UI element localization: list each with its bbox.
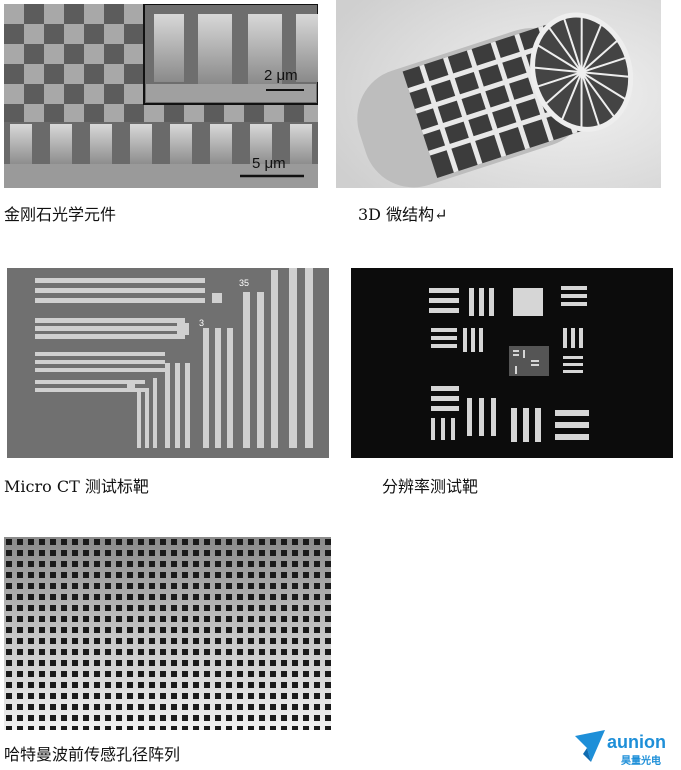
inset-scale-label: 2 μm [264,67,298,84]
caption-micro-ct-target: Micro CT 测试标靶 [4,477,149,496]
3d-microstructure-image [336,0,661,188]
logo-name: aunion [607,732,666,752]
target-mark-35: 35 [239,278,249,288]
logo-mark-icon [575,730,605,762]
target-mark-3: 3 [199,318,204,328]
logo-subtitle: 昊量光电 [621,754,661,767]
caption-3d-microstructure: 3D 微结构↵ [358,205,448,224]
aunion-logo: aunion 昊量光电 [573,728,679,768]
diamond-optics-image: 2 μm 5 μm [4,4,318,188]
main-scale-label: 5 μm [252,155,286,172]
caption-diamond-optics: 金刚石光学元件 [4,205,117,224]
micro-ct-target-image: 35 3 [7,268,329,458]
caption-hartmann-array: 哈特曼波前传感孔径阵列 [4,745,181,764]
resolution-target-image [351,268,673,458]
caption-resolution-target: 分辨率测试靶 [382,477,479,496]
hartmann-array-image [4,537,331,730]
